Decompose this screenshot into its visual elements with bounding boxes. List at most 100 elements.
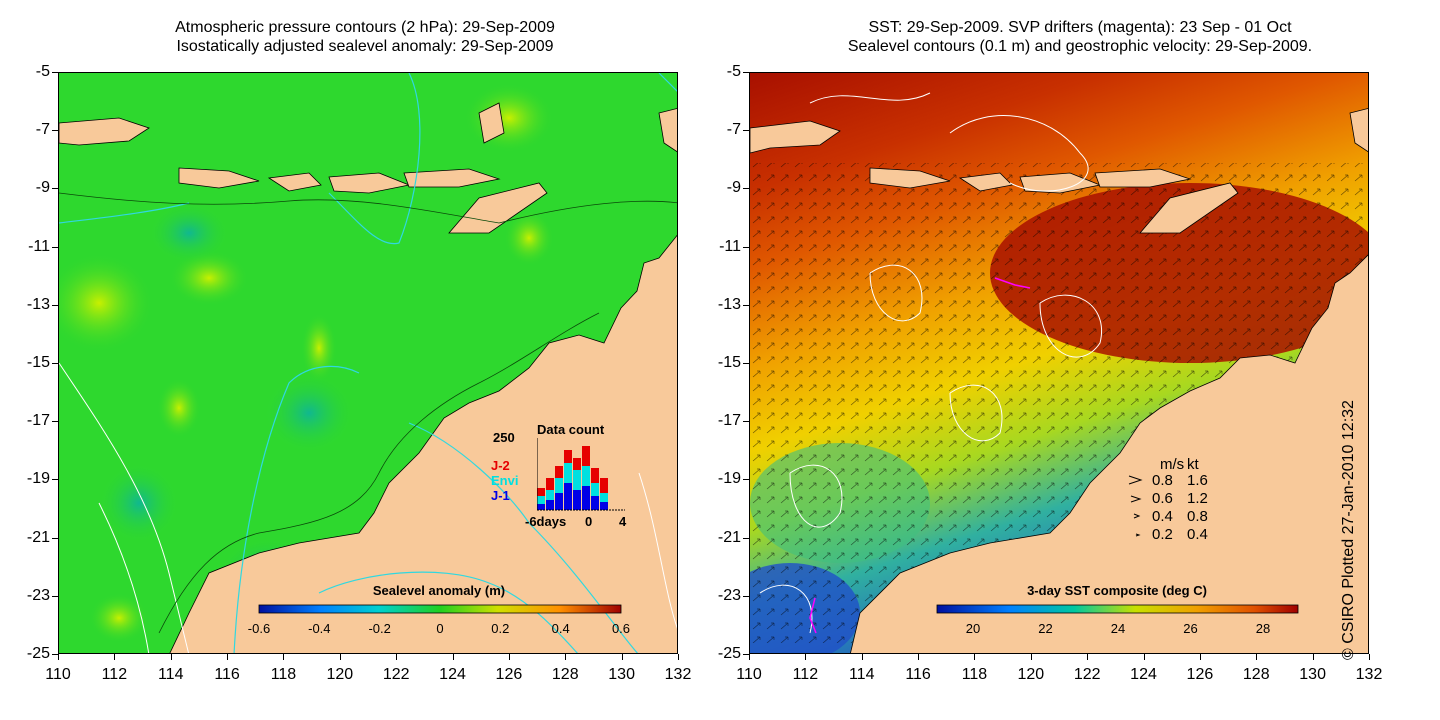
y-axis-tick: [743, 246, 749, 248]
sla-low-blob: [264, 373, 354, 453]
y-axis-label: -7: [35, 121, 50, 139]
y-axis-tick: [52, 363, 58, 364]
y-axis-label: -9: [35, 179, 50, 197]
x-axis-tick: [339, 654, 341, 660]
x-axis-label: 128: [551, 666, 579, 683]
y-axis-tick: [743, 537, 749, 539]
colorbar-label: 0.6: [611, 621, 631, 636]
y-axis-tick: [52, 537, 58, 539]
y-axis-label: -11: [28, 237, 50, 255]
y-axis-tick: [743, 363, 749, 364]
x-axis-tick: [396, 654, 398, 660]
sst-map-svg: [750, 73, 1368, 653]
y-axis-label: -17: [717, 412, 741, 430]
x-axis-label: 118: [270, 666, 297, 683]
data-count-series-envi: Envi: [491, 473, 519, 488]
colorbar-label: -0.4: [308, 621, 331, 636]
x-axis-label: 122: [1073, 666, 1101, 683]
sla-high-blob: [169, 250, 249, 306]
sla-colorbar-title: Sealevel anomaly (m): [372, 583, 506, 598]
x-axis-tick: [1256, 654, 1258, 660]
x-axis-label: 130: [1299, 666, 1326, 683]
velocity-legend-ms: 0.6: [1152, 490, 1173, 507]
right-title-line2: Sealevel contours (0.1 m) and geostrophi…: [847, 38, 1313, 55]
y-axis-label: -17: [26, 412, 50, 430]
colorbar-label: 20: [965, 621, 981, 636]
y-axis-tick: [743, 654, 749, 655]
sla-high-blob: [89, 593, 149, 643]
y-axis-label: -15: [717, 354, 741, 371]
y-axis-tick: [743, 304, 749, 306]
y-axis-tick: [52, 246, 58, 248]
velocity-legend-kt: 0.4: [1187, 526, 1208, 543]
y-axis-label: -21: [717, 528, 741, 546]
x-axis-tick: [1199, 654, 1201, 660]
pressure-contours: [59, 73, 677, 653]
x-axis-label: 116: [905, 666, 931, 683]
colorbar-label: 0.4: [551, 621, 570, 636]
y-axis-label: -21: [26, 528, 50, 546]
sst-map[interactable]: 3-day SST composite (deg C) 20 22 24 26 28 m…: [749, 72, 1369, 654]
x-axis-tick: [1030, 654, 1032, 660]
left-title-line1: Atmospheric pressure contours (2 hPa): 2…: [175, 19, 555, 36]
velocity-legend-kt: 1.2: [1187, 490, 1208, 507]
sealevel-anomaly-map[interactable]: Sealevel anomaly (m) -0.6 -0.4 -0.2 0 0.2 0.4…: [58, 72, 678, 654]
y-axis-tick: [743, 72, 749, 73]
colorbar-label: 0.2: [491, 621, 510, 636]
data-count-x-end: 4: [619, 514, 627, 529]
x-axis-tick: [452, 654, 454, 660]
x-axis-tick: [227, 654, 229, 660]
data-count-series-j2: J-2: [491, 458, 510, 473]
sst-colorbar: [936, 604, 1299, 614]
sla-high-blob: [504, 210, 554, 266]
sla-colorbar: [258, 604, 622, 614]
colorbar-label: -0.2: [368, 621, 391, 636]
sst-australia-land: [850, 254, 1368, 653]
right-panel-title: SST: 29-Sep-2009. SVP drifters (magenta)…: [760, 18, 1400, 56]
x-axis-label: 114: [848, 666, 875, 683]
y-axis-label: -7: [726, 121, 741, 139]
y-axis-tick: [52, 72, 58, 73]
velocity-legend-kt: 0.8: [1187, 508, 1208, 525]
data-count-x-start: -6days: [525, 514, 567, 529]
x-axis-label: 110: [736, 666, 762, 683]
bathymetry-contour: [59, 192, 677, 634]
x-axis-label: 124: [439, 666, 466, 683]
x-axis-label: 122: [382, 666, 410, 683]
y-axis-tick: [52, 304, 58, 306]
y-axis-label: -25: [717, 645, 741, 662]
sla-high-blob: [301, 313, 337, 383]
x-axis-label: 124: [1130, 666, 1157, 683]
x-axis-tick: [58, 654, 59, 660]
velocity-legend-ms: 0.4: [1152, 508, 1173, 525]
x-axis-tick: [114, 654, 116, 660]
sealevel-map-svg: [59, 73, 677, 653]
sla-white-contours: [59, 362, 677, 653]
y-axis-label: -11: [719, 237, 741, 255]
y-axis-label: -23: [717, 586, 741, 604]
colorbar-label: 28: [1255, 621, 1271, 636]
x-axis-tick: [678, 654, 679, 660]
velocity-legend-ms: 0.2: [1152, 526, 1173, 543]
x-axis-tick: [974, 654, 976, 660]
colorbar-label: 24: [1110, 621, 1126, 636]
right-title-line1: SST: 29-Sep-2009. SVP drifters (magenta)…: [868, 19, 1292, 36]
x-axis-label: 112: [101, 666, 128, 683]
y-axis-label: -15: [26, 354, 50, 371]
y-axis-tick: [52, 654, 58, 655]
x-axis-label: 126: [495, 666, 523, 683]
data-count-bars: [537, 446, 608, 510]
x-axis-label: 118: [961, 666, 988, 683]
colorbar-label: 22: [1038, 621, 1053, 636]
x-axis-tick: [1087, 654, 1089, 660]
svp-drifter-track: [994, 277, 1031, 289]
x-axis-label: 112: [792, 666, 819, 683]
sla-high-blob: [464, 83, 554, 153]
x-axis-tick: [170, 654, 172, 660]
y-axis-label: -19: [26, 470, 50, 488]
y-axis-tick: [52, 130, 58, 132]
x-axis-label: 130: [608, 666, 635, 683]
x-axis-tick: [1143, 654, 1145, 660]
x-axis-label: 132: [664, 666, 692, 683]
x-axis-tick: [565, 654, 567, 660]
